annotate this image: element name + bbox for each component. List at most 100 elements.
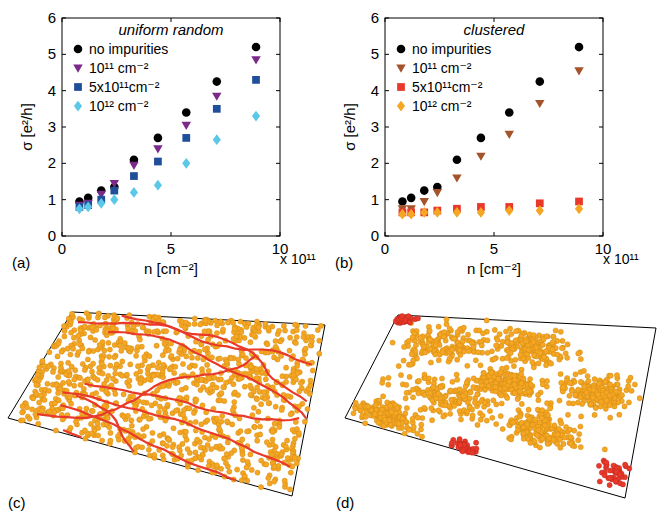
point	[182, 158, 190, 169]
tube	[180, 361, 185, 366]
tube	[513, 357, 518, 362]
tube	[305, 407, 310, 412]
tube	[219, 419, 224, 424]
tube	[308, 378, 313, 383]
tube	[202, 347, 207, 352]
tube	[509, 341, 514, 346]
tube	[444, 322, 449, 327]
tube	[448, 388, 453, 393]
tube	[29, 407, 34, 412]
tube	[404, 382, 409, 387]
tube	[139, 344, 144, 349]
x-tick	[280, 18, 281, 22]
tube	[62, 334, 67, 339]
tube	[203, 318, 208, 323]
tube	[20, 409, 25, 414]
tube	[560, 338, 565, 343]
point	[453, 207, 461, 218]
tube	[470, 413, 475, 418]
tube	[218, 319, 223, 324]
tube	[175, 380, 180, 385]
tube	[206, 437, 211, 442]
point	[398, 197, 407, 206]
tube	[85, 357, 90, 362]
tube	[56, 390, 61, 395]
tube	[272, 355, 277, 360]
tube	[576, 387, 581, 392]
tube	[150, 430, 155, 435]
tube	[465, 332, 470, 337]
tube	[558, 371, 563, 376]
tube	[181, 412, 186, 417]
tube	[209, 447, 214, 452]
tube	[214, 385, 219, 390]
tube	[492, 327, 497, 332]
tube	[466, 349, 471, 354]
tube	[124, 372, 129, 377]
x-tick	[62, 232, 63, 236]
legend-marker	[74, 101, 82, 112]
x-tick	[603, 18, 604, 22]
tube	[632, 382, 637, 387]
tube	[295, 363, 300, 368]
tube	[228, 355, 233, 360]
x-axis-title: n [cm⁻²]	[467, 260, 521, 277]
tube	[184, 354, 189, 359]
tube	[509, 332, 514, 337]
tube	[193, 450, 198, 455]
tube	[482, 400, 487, 405]
tube	[504, 356, 509, 361]
tube	[163, 418, 168, 423]
tube	[161, 457, 166, 462]
tube	[173, 408, 178, 413]
tube	[183, 429, 188, 434]
tube	[578, 357, 583, 362]
tube	[447, 326, 452, 331]
point	[575, 203, 583, 214]
tube	[450, 379, 455, 384]
tube	[199, 377, 204, 382]
tube	[114, 362, 119, 367]
legend-label: 10¹² cm⁻²	[89, 98, 149, 114]
tube	[126, 345, 131, 350]
tube	[240, 458, 245, 463]
tube	[578, 395, 583, 400]
point	[505, 131, 514, 139]
tube	[46, 410, 51, 415]
tube	[82, 367, 87, 372]
tube	[447, 356, 452, 361]
current-path	[76, 396, 134, 452]
point	[182, 134, 190, 142]
tube	[108, 438, 113, 443]
tube	[452, 336, 457, 341]
tube	[500, 339, 505, 344]
tube	[288, 335, 293, 340]
tube	[423, 350, 428, 355]
tube	[106, 340, 111, 345]
tube	[82, 428, 87, 433]
tube	[134, 371, 139, 376]
y-tick	[385, 127, 389, 128]
tube	[582, 384, 587, 389]
tube	[442, 330, 447, 335]
tube	[183, 385, 188, 390]
tube	[52, 410, 57, 415]
point	[212, 93, 221, 101]
tube	[108, 363, 113, 368]
tube	[135, 364, 140, 369]
tube	[615, 382, 620, 387]
tube	[479, 343, 484, 348]
tube	[597, 381, 602, 386]
tube	[487, 408, 492, 413]
tube	[47, 409, 52, 414]
tube	[295, 371, 300, 376]
tube	[318, 323, 323, 328]
tube	[292, 455, 297, 460]
tube	[219, 466, 224, 471]
tube-network	[351, 313, 642, 487]
tube	[183, 326, 188, 331]
tube	[85, 377, 90, 382]
tube	[499, 401, 504, 406]
tube	[526, 407, 531, 412]
tube	[427, 329, 432, 334]
